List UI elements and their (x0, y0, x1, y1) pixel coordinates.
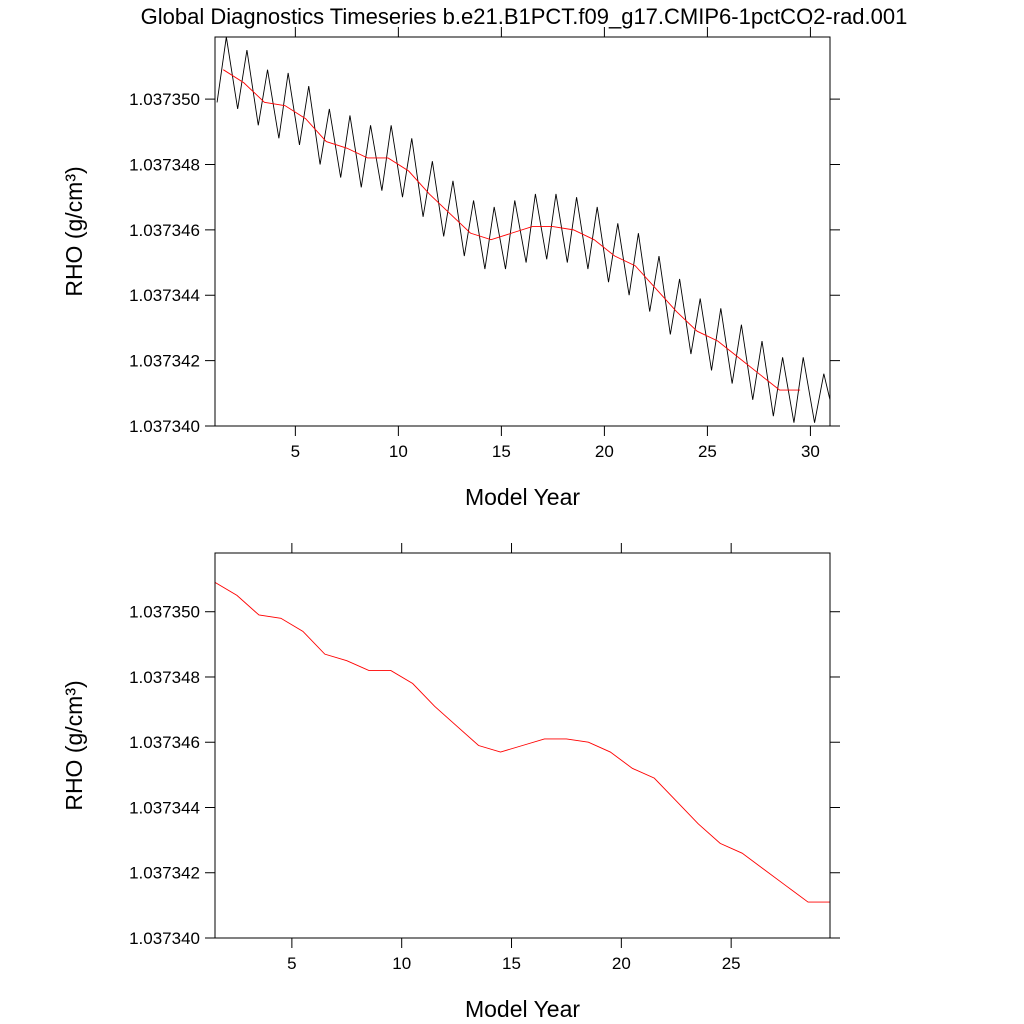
chart-title: Global Diagnostics Timeseries b.e21.B1PC… (141, 4, 908, 29)
y-tick-label: 1.037342 (129, 864, 200, 883)
x-tick-label: 30 (801, 442, 820, 461)
y-tick-label: 1.037344 (129, 286, 200, 305)
y-axis-label: RHO (g/cm³) (61, 166, 87, 296)
data-line (214, 581, 830, 903)
x-tick-label: 20 (595, 442, 614, 461)
y-tick-label: 1.037346 (129, 733, 200, 752)
x-tick-label: 25 (698, 442, 717, 461)
y-tick-label: 1.037342 (129, 352, 200, 371)
data-line (222, 69, 801, 391)
plot-frame (214, 36, 831, 427)
x-axis-label: Model Year (465, 484, 580, 510)
y-tick-label: 1.037344 (129, 798, 200, 817)
y-tick-label: 1.037348 (129, 155, 200, 174)
x-tick-label: 10 (392, 954, 411, 973)
x-axis-label: Model Year (465, 996, 580, 1022)
x-tick-label: 15 (492, 442, 511, 461)
x-tick-label: 5 (287, 954, 296, 973)
y-tick-label: 1.037340 (129, 417, 200, 436)
x-tick-label: 20 (612, 954, 631, 973)
y-tick-label: 1.037350 (129, 603, 200, 622)
y-tick-label: 1.037340 (129, 929, 200, 948)
x-tick-label: 10 (389, 442, 408, 461)
x-tick-label: 5 (291, 442, 300, 461)
plot-frame (214, 552, 831, 939)
x-tick-label: 25 (722, 954, 741, 973)
y-tick-label: 1.037346 (129, 221, 200, 240)
y-tick-label: 1.037348 (129, 668, 200, 687)
y-axis-label: RHO (g/cm³) (61, 680, 87, 810)
data-line (216, 36, 831, 423)
x-tick-label: 15 (502, 954, 521, 973)
y-tick-label: 1.037350 (129, 90, 200, 109)
